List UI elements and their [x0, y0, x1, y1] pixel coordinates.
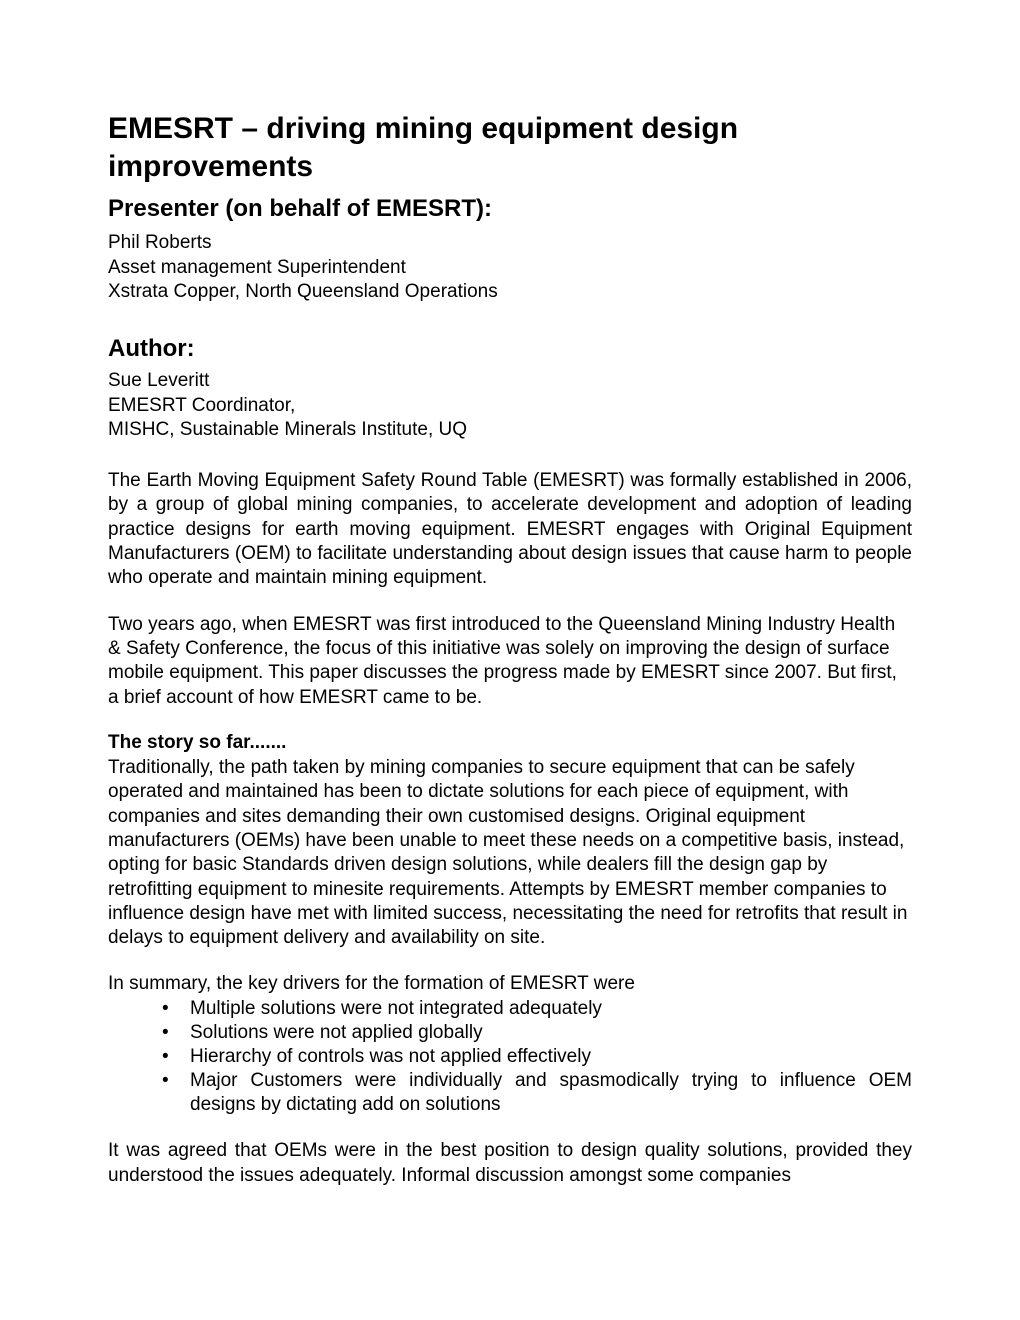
paragraph-oems: It was agreed that OEMs were in the best… — [108, 1139, 912, 1188]
presenter-block: Phil Roberts Asset management Superinten… — [108, 231, 912, 305]
presenter-name: Phil Roberts — [108, 231, 912, 256]
presenter-heading: Presenter (on behalf of EMESRT): — [108, 195, 912, 223]
paragraph-story: Traditionally, the path taken by mining … — [108, 756, 912, 951]
section-heading-story: The story so far....... — [108, 732, 912, 754]
author-block: Sue Leveritt EMESRT Coordinator, MISHC, … — [108, 369, 912, 443]
paragraph-intro-2: Two years ago, when EMESRT was first int… — [108, 613, 912, 710]
list-item: Solutions were not applied globally — [162, 1021, 912, 1045]
paragraph-intro-1: The Earth Moving Equipment Safety Round … — [108, 469, 912, 591]
presenter-role: Asset management Superintendent — [108, 256, 912, 281]
author-role: EMESRT Coordinator, — [108, 394, 912, 419]
list-item: Hierarchy of controls was not applied ef… — [162, 1045, 912, 1069]
presenter-org: Xstrata Copper, North Queensland Operati… — [108, 280, 912, 305]
author-name: Sue Leveritt — [108, 369, 912, 394]
drivers-list: Multiple solutions were not integrated a… — [108, 997, 912, 1118]
author-org: MISHC, Sustainable Minerals Institute, U… — [108, 418, 912, 443]
paragraph-drivers-intro: In summary, the key drivers for the form… — [108, 972, 912, 996]
page-title: EMESRT – driving mining equipment design… — [108, 110, 912, 185]
list-item: Multiple solutions were not integrated a… — [162, 997, 912, 1021]
list-item: Major Customers were individually and sp… — [162, 1069, 912, 1117]
author-heading: Author: — [108, 335, 912, 363]
